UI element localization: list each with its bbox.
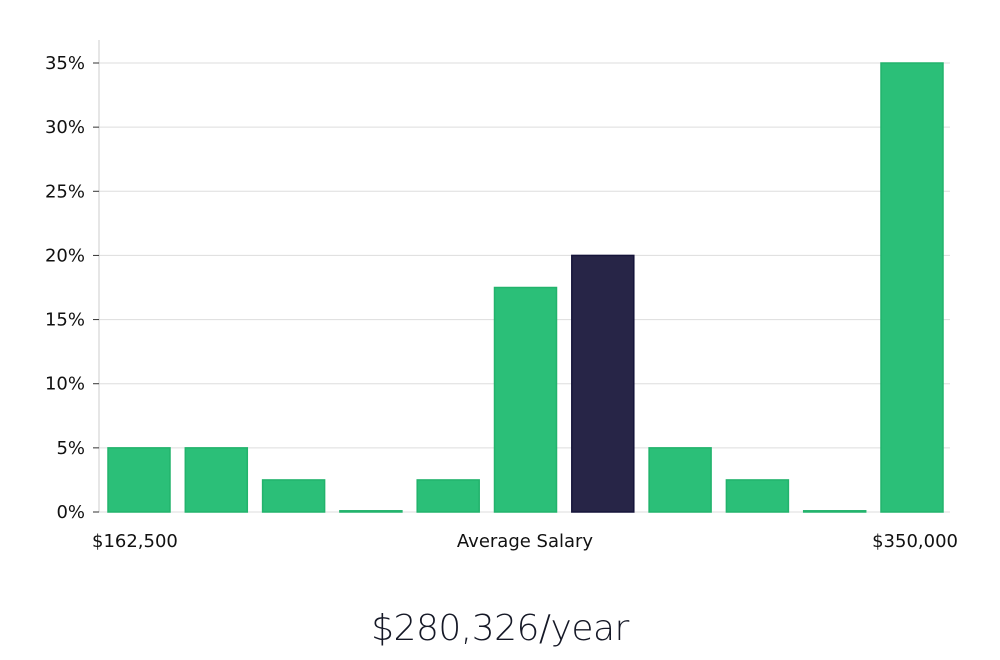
bar — [648, 447, 712, 513]
average-salary-value: $280,326/year — [371, 608, 629, 649]
y-tick-label: 30% — [45, 117, 85, 138]
bar — [261, 479, 326, 513]
bar-highlighted — [571, 254, 635, 513]
bar — [184, 447, 249, 513]
x-max-label: $350,000 — [872, 531, 958, 552]
y-tick-label: 35% — [45, 53, 85, 74]
bar — [725, 479, 790, 513]
y-tick-label: 10% — [45, 374, 85, 395]
y-tick-label: 5% — [56, 438, 85, 459]
y-tick-label: 25% — [45, 181, 85, 202]
bar — [493, 286, 558, 513]
bar — [416, 479, 480, 513]
bar — [802, 510, 867, 513]
salary-histogram-chart: 0% 5% 10% 15% 20% 25% 30% 35% $162,500 Average … — [45, 40, 958, 552]
bar — [107, 447, 171, 513]
y-tick-label: 0% — [56, 502, 85, 523]
x-min-label: $162,500 — [92, 531, 178, 552]
bar — [880, 62, 944, 513]
y-tick-label: 15% — [45, 310, 85, 331]
y-tick-label: 20% — [45, 245, 85, 266]
bars — [107, 62, 944, 513]
bar — [339, 510, 403, 513]
y-tick-labels: 0% 5% 10% 15% 20% 25% 30% 35% — [45, 53, 99, 523]
x-axis-title: Average Salary — [457, 531, 594, 552]
